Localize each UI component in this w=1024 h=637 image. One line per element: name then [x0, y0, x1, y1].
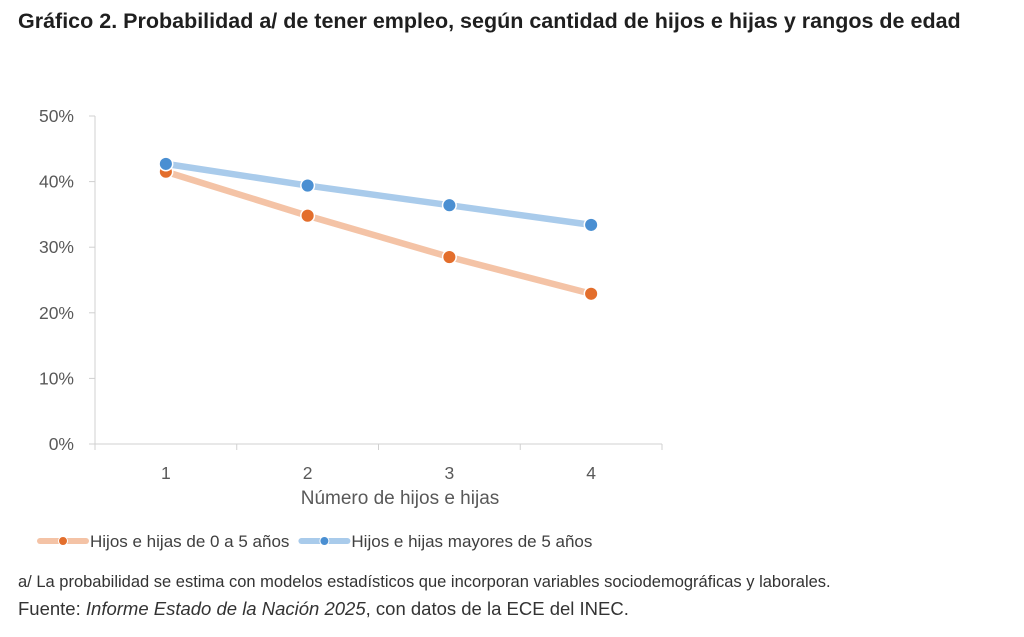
- y-tick-label: 10%: [39, 368, 74, 388]
- x-tick-label: 2: [303, 463, 313, 483]
- chart-legend: Hijos e hijas de 0 a 5 años Hijos e hijas…: [37, 532, 592, 551]
- legend-item-2: Hijos e hijas mayores de 5 años: [298, 532, 592, 551]
- y-tick-label: 50%: [39, 106, 74, 126]
- legend-marker: [319, 536, 330, 546]
- data-point: [158, 156, 174, 172]
- source-line: Fuente: Informe Estado de la Nación 2025…: [18, 598, 629, 620]
- series-1: [158, 164, 599, 302]
- y-tick-label: 20%: [39, 303, 74, 323]
- footnote: a/ La probabilidad se estima con modelos…: [18, 573, 831, 591]
- x-tick-label: 1: [161, 463, 171, 483]
- chart-series: [158, 156, 599, 302]
- data-point: [300, 177, 316, 194]
- x-tick-label: 4: [586, 463, 596, 483]
- legend-label: Hijos e hijas mayores de 5 años: [351, 532, 592, 551]
- y-tick-label: 0%: [49, 434, 74, 454]
- source-report-title: Informe Estado de la Nación 2025: [85, 598, 366, 619]
- y-axis-ticks: 0% 10% 20% 30% 40% 50%: [39, 106, 95, 454]
- series-line: [162, 168, 595, 298]
- chart-title: Gráfico 2. Probabilidad a/ de tener empl…: [18, 9, 961, 33]
- x-axis-ticks: 1 2 3 4: [94, 444, 663, 483]
- series-2: [158, 156, 599, 233]
- source-suffix: , con datos de la ECE del INEC.: [365, 598, 629, 619]
- y-tick-label: 30%: [39, 237, 74, 257]
- data-point: [300, 208, 316, 224]
- x-axis-label: Número de hijos e hijas: [301, 488, 500, 509]
- y-tick-label: 40%: [39, 172, 74, 192]
- data-point: [583, 286, 599, 302]
- legend-item-1: Hijos e hijas de 0 a 5 años: [37, 532, 289, 551]
- data-point: [583, 217, 599, 233]
- legend-marker: [58, 536, 68, 546]
- series-line: [162, 160, 595, 229]
- legend-label: Hijos e hijas de 0 a 5 años: [90, 532, 289, 551]
- data-point: [441, 249, 457, 265]
- source-prefix: Fuente:: [18, 598, 86, 619]
- x-tick-label: 3: [445, 463, 455, 483]
- data-point: [441, 197, 457, 213]
